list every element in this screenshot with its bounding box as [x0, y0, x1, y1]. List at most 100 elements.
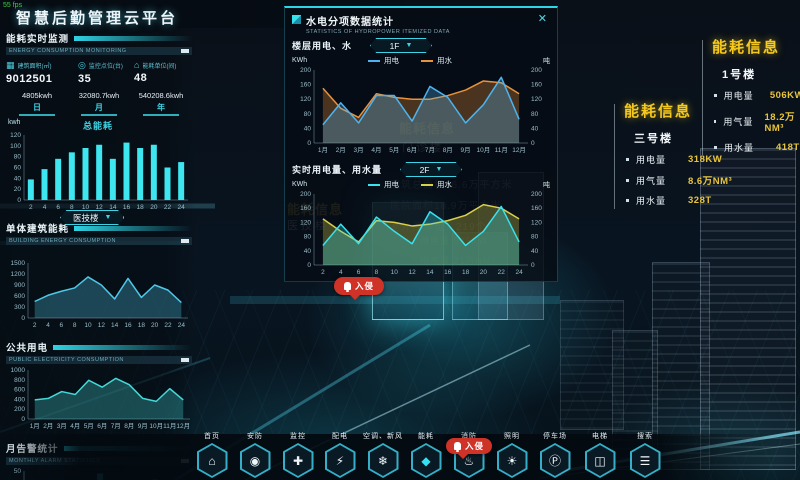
- legend-label: 用电: [384, 56, 399, 65]
- legend-swatch: [368, 59, 380, 62]
- tab-year[interactable]: 年: [143, 102, 179, 116]
- svg-text:200: 200: [531, 67, 542, 74]
- svg-text:24: 24: [515, 269, 523, 276]
- nav-item-6[interactable]: 能耗 ◆: [404, 431, 448, 478]
- fire-hydrant-icon: ♨: [463, 453, 475, 468]
- axis-unit-label: KWh: [292, 181, 308, 188]
- nav-item-4[interactable]: 配电 ⚡: [318, 431, 362, 478]
- info-item: 用水量 418T: [714, 141, 800, 154]
- nav-label: 停车场: [543, 433, 567, 440]
- section-title: 能耗实时监测: [6, 34, 70, 45]
- tab-month[interactable]: 月: [81, 102, 117, 116]
- svg-text:200: 200: [531, 191, 542, 198]
- period-value: 540208.6kwh: [138, 91, 184, 100]
- svg-text:10: 10: [391, 269, 399, 276]
- nav-item-9[interactable]: 停车场 Ⓟ: [533, 431, 577, 478]
- nav-label: 首页: [204, 433, 220, 440]
- info-label: 用气量: [723, 117, 754, 127]
- legend-water: 用水: [421, 179, 452, 190]
- building-area-icon: ▦: [6, 60, 15, 70]
- modal-title: 水电分项数据统计: [306, 17, 394, 28]
- info-item: 用电量 506KW: [714, 89, 800, 102]
- axis-unit-label: kwh: [8, 119, 21, 126]
- period-year: 540208.6kwh 年: [130, 91, 192, 116]
- energy-unit-icon: ⌂: [134, 60, 140, 70]
- nav-item-11[interactable]: 搜索 ☰: [623, 431, 667, 478]
- stat-value: 35: [78, 73, 92, 85]
- close-icon[interactable]: ✕: [537, 13, 547, 25]
- panel-title: 能耗信息: [712, 39, 781, 56]
- svg-text:6月: 6月: [97, 422, 107, 430]
- building-name: 三号楼: [634, 133, 673, 145]
- section-subtitle: PUBLIC ELECTRICITY CONSUMPTION: [9, 357, 124, 363]
- stat-energy-units: ⌂ 能耗单位(间) 48: [134, 60, 192, 85]
- svg-text:9月: 9月: [461, 146, 471, 154]
- svg-text:2月: 2月: [336, 146, 346, 154]
- hex-button: ◫: [584, 443, 616, 478]
- svg-text:1200: 1200: [11, 271, 26, 278]
- svg-text:120: 120: [300, 96, 311, 103]
- nav-item-1[interactable]: 首页 ⌂: [190, 431, 234, 478]
- hydropower-stats-modal: 水电分项数据统计 STATISTICS OF HYDROPOWER ITEMIZ…: [284, 6, 558, 282]
- info-value: 318KW: [688, 154, 723, 165]
- nav-label: 监控: [290, 433, 306, 440]
- nav-item-3[interactable]: 监控 ✚: [276, 431, 320, 478]
- security-camera-icon: ◉: [249, 453, 261, 468]
- panel-rule: [614, 104, 615, 209]
- hex-button: Ⓟ: [539, 443, 571, 478]
- svg-text:10: 10: [82, 204, 90, 211]
- svg-text:4月: 4月: [371, 146, 381, 154]
- nav-item-10[interactable]: 电梯 ◫: [578, 431, 622, 478]
- stat-value: 9012501: [6, 73, 53, 85]
- svg-text:1月: 1月: [30, 422, 40, 430]
- svg-text:1500: 1500: [11, 260, 26, 267]
- intrusion-alert-badge[interactable]: 入侵: [334, 277, 385, 300]
- tab-day[interactable]: 日: [19, 102, 55, 116]
- svg-text:16: 16: [123, 204, 131, 211]
- section-subtitle: BUILDING ENERGY CONSUMPTION: [9, 238, 116, 244]
- scroll-thumb: [181, 358, 189, 362]
- hex-button: ✚: [282, 443, 314, 478]
- floor-select-dropdown[interactable]: 1F ▼: [370, 38, 433, 53]
- hvac-icon: ❄: [377, 453, 389, 468]
- intrusion-alert-badge-nav[interactable]: 入侵: [446, 438, 493, 459]
- nav-item-8[interactable]: 照明 ☀: [490, 431, 534, 478]
- svg-text:16: 16: [444, 269, 452, 276]
- hex-button: ❄: [367, 443, 399, 478]
- total-energy-bar-chart: 0 20 40 60 80 100 120 2 4 6 8 10 12 14 16 18 20 22 24: [2, 131, 196, 216]
- svg-text:3月: 3月: [354, 146, 364, 154]
- wireframe-building: [560, 300, 624, 430]
- svg-text:200: 200: [300, 67, 311, 74]
- svg-text:120: 120: [531, 219, 542, 226]
- monitor-point-icon: ◎: [78, 60, 86, 70]
- info-value: 506KW: [769, 90, 800, 101]
- svg-text:600: 600: [14, 387, 25, 394]
- svg-text:14: 14: [109, 204, 117, 211]
- svg-text:20: 20: [14, 186, 22, 193]
- svg-text:600: 600: [14, 293, 25, 300]
- nav-item-2[interactable]: 安防 ◉: [233, 431, 277, 478]
- bullet-icon: [626, 199, 629, 202]
- axis-unit-label: KWh: [292, 57, 308, 64]
- svg-text:4: 4: [339, 269, 343, 276]
- svg-text:9月: 9月: [138, 422, 148, 430]
- svg-text:40: 40: [304, 125, 312, 132]
- svg-text:80: 80: [531, 234, 539, 241]
- bottom-nav-bar: 首页 ⌂ 安防 ◉ 监控 ✚ 配电 ⚡ 空调、新风 ❄ 能耗 ◆ 消防 ♨ 照明 ☀ 停车场 Ⓟ 电梯 ◫ 搜索 ☰: [0, 431, 800, 480]
- svg-text:4月: 4月: [70, 422, 80, 430]
- svg-text:1000: 1000: [11, 367, 26, 374]
- svg-text:80: 80: [531, 111, 539, 118]
- nav-item-5[interactable]: 空调、新风 ❄: [361, 431, 405, 478]
- section-decoration: [74, 225, 192, 231]
- svg-text:18: 18: [462, 269, 470, 276]
- svg-text:11月: 11月: [163, 422, 176, 430]
- svg-text:2: 2: [29, 204, 33, 211]
- section-header-public: 公共用电: [0, 337, 196, 354]
- building-select-dropdown[interactable]: 医技楼 ▼: [60, 210, 125, 225]
- svg-text:900: 900: [14, 282, 25, 289]
- hex-button: ◆: [410, 443, 442, 478]
- floor-select-dropdown-2[interactable]: 2F ▼: [400, 162, 463, 177]
- info-item: 用电量 318KW: [626, 153, 754, 166]
- stats-row: ▦ 建筑面积(㎡) 9012501 ◎ 监控点位(台) 35 ⌂ 能耗单位(间)…: [0, 55, 196, 85]
- svg-text:12: 12: [408, 269, 416, 276]
